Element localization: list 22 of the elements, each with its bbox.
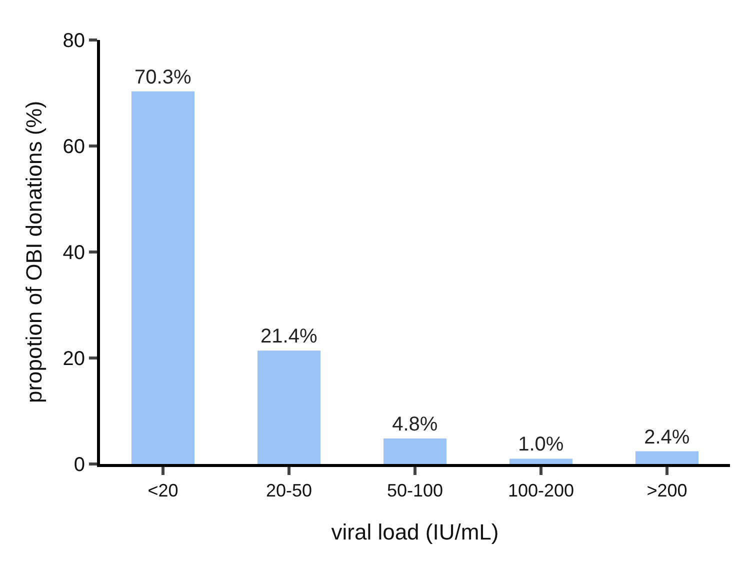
bar <box>636 451 698 464</box>
bar <box>510 458 572 464</box>
y-tick-label: 80 <box>62 30 85 52</box>
data-label: 4.8% <box>392 414 438 436</box>
x-tick-label: >200 <box>646 480 688 501</box>
bar <box>384 438 446 464</box>
y-tick-label: 60 <box>62 136 85 158</box>
x-tick-label: 100-200 <box>508 480 574 501</box>
x-tick-label: 20-50 <box>266 480 312 501</box>
bar <box>258 350 320 464</box>
bar <box>132 91 194 464</box>
data-label: 70.3% <box>134 66 192 88</box>
y-tick-label: 20 <box>62 348 85 370</box>
x-axis-title: viral load (IU/mL) <box>331 520 499 544</box>
data-label: 1.0% <box>518 434 564 456</box>
y-tick-label: 40 <box>62 242 85 264</box>
y-tick-label: 0 <box>74 454 85 476</box>
data-label: 2.4% <box>644 426 690 448</box>
x-tick-label: 50-100 <box>386 480 444 501</box>
x-tick-label: <20 <box>148 480 178 501</box>
y-axis-title: propotion of OBI donations (%) <box>22 100 47 404</box>
data-label: 21.4% <box>260 326 318 348</box>
